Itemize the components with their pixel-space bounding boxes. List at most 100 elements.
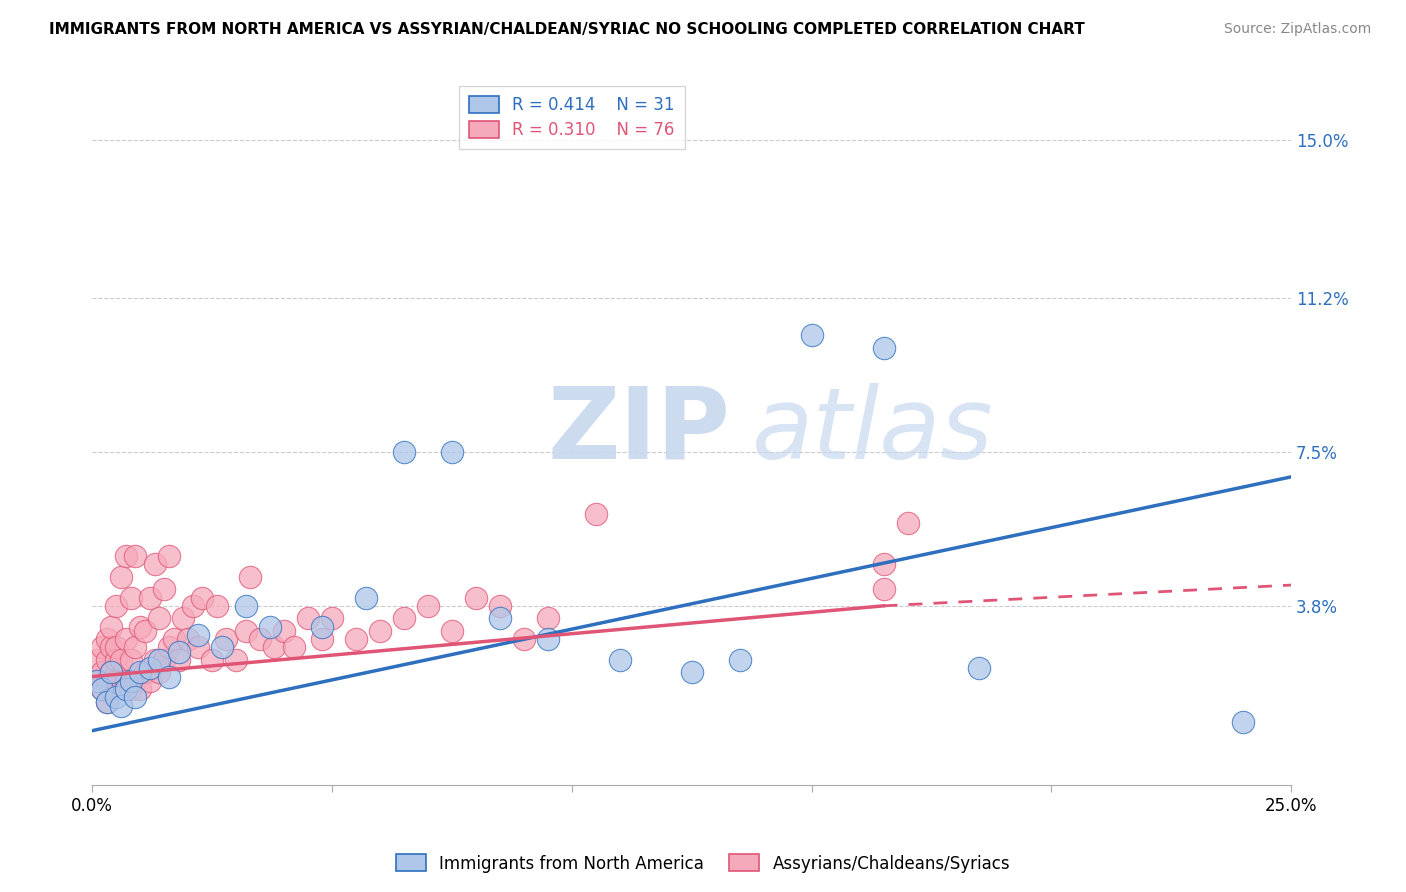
Point [100,681,122,696]
Text: atlas: atlas [752,383,993,480]
Point [148,611,170,625]
Point [297,611,319,625]
Point [120,653,142,667]
Point [124,673,146,688]
Point [585,508,607,522]
Point [105,640,128,655]
Point [105,690,128,705]
Point [120,591,142,605]
Point [211,640,233,655]
Point [187,628,209,642]
Point [263,640,285,655]
Text: IMMIGRANTS FROM NORTH AMERICA VS ASSYRIAN/CHALDEAN/SYRIAC NO SCHOOLING COMPLETED: IMMIGRANTS FROM NORTH AMERICA VS ASSYRIA… [49,22,1085,37]
Point [134,665,156,680]
Point [344,632,367,647]
Point [416,599,439,613]
Point [464,591,486,605]
Point [181,599,204,613]
Point [167,645,190,659]
Text: Source: ZipAtlas.com: Source: ZipAtlas.com [1223,22,1371,37]
Legend: R = 0.414    N = 31, R = 0.310    N = 76: R = 0.414 N = 31, R = 0.310 N = 76 [458,86,685,149]
Point [110,570,132,584]
Point [129,665,152,680]
Point [239,570,262,584]
Point [225,653,247,667]
Point [259,620,281,634]
Point [1232,715,1254,730]
Point [440,624,463,638]
Point [100,620,122,634]
Point [235,624,257,638]
Point [163,632,186,647]
Point [90,665,112,680]
Point [354,591,377,605]
Point [249,632,271,647]
Point [205,599,228,613]
Point [969,661,991,675]
Point [537,611,560,625]
Point [120,673,142,688]
Point [537,632,560,647]
Point [96,673,118,688]
Point [105,653,128,667]
Point [124,690,146,705]
Point [191,591,214,605]
Point [86,673,108,688]
Point [235,599,257,613]
Point [489,611,512,625]
Point [681,665,703,680]
Point [311,620,333,634]
Point [96,653,118,667]
Point [896,516,918,530]
Legend: Immigrants from North America, Assyrians/Chaldeans/Syriacs: Immigrants from North America, Assyrians… [389,847,1017,880]
Point [368,624,391,638]
Point [800,328,823,343]
Point [105,599,128,613]
Point [273,624,295,638]
Point [138,673,160,688]
Point [157,640,180,655]
Point [157,669,180,683]
Point [114,632,136,647]
Point [321,611,343,625]
Point [283,640,305,655]
Point [114,673,136,688]
Point [167,653,190,667]
Point [143,653,166,667]
Point [86,653,108,667]
Point [124,549,146,563]
Point [134,624,156,638]
Point [96,694,118,708]
Point [129,620,152,634]
Point [311,632,333,647]
Point [440,445,463,459]
Point [96,632,118,647]
Point [90,681,112,696]
Point [129,681,152,696]
Point [201,653,224,667]
Point [110,698,132,713]
Point [105,673,128,688]
Point [110,653,132,667]
Point [114,549,136,563]
Point [120,681,142,696]
Point [872,341,894,355]
Point [872,558,894,572]
Text: ZIP: ZIP [548,383,731,480]
Point [392,611,415,625]
Point [177,632,200,647]
Point [90,640,112,655]
Point [143,558,166,572]
Point [148,653,170,667]
Point [609,653,631,667]
Point [187,640,209,655]
Point [157,549,180,563]
Point [96,694,118,708]
Point [138,591,160,605]
Point [872,582,894,597]
Point [489,599,512,613]
Point [728,653,751,667]
Point [138,661,160,675]
Point [124,640,146,655]
Point [215,632,238,647]
